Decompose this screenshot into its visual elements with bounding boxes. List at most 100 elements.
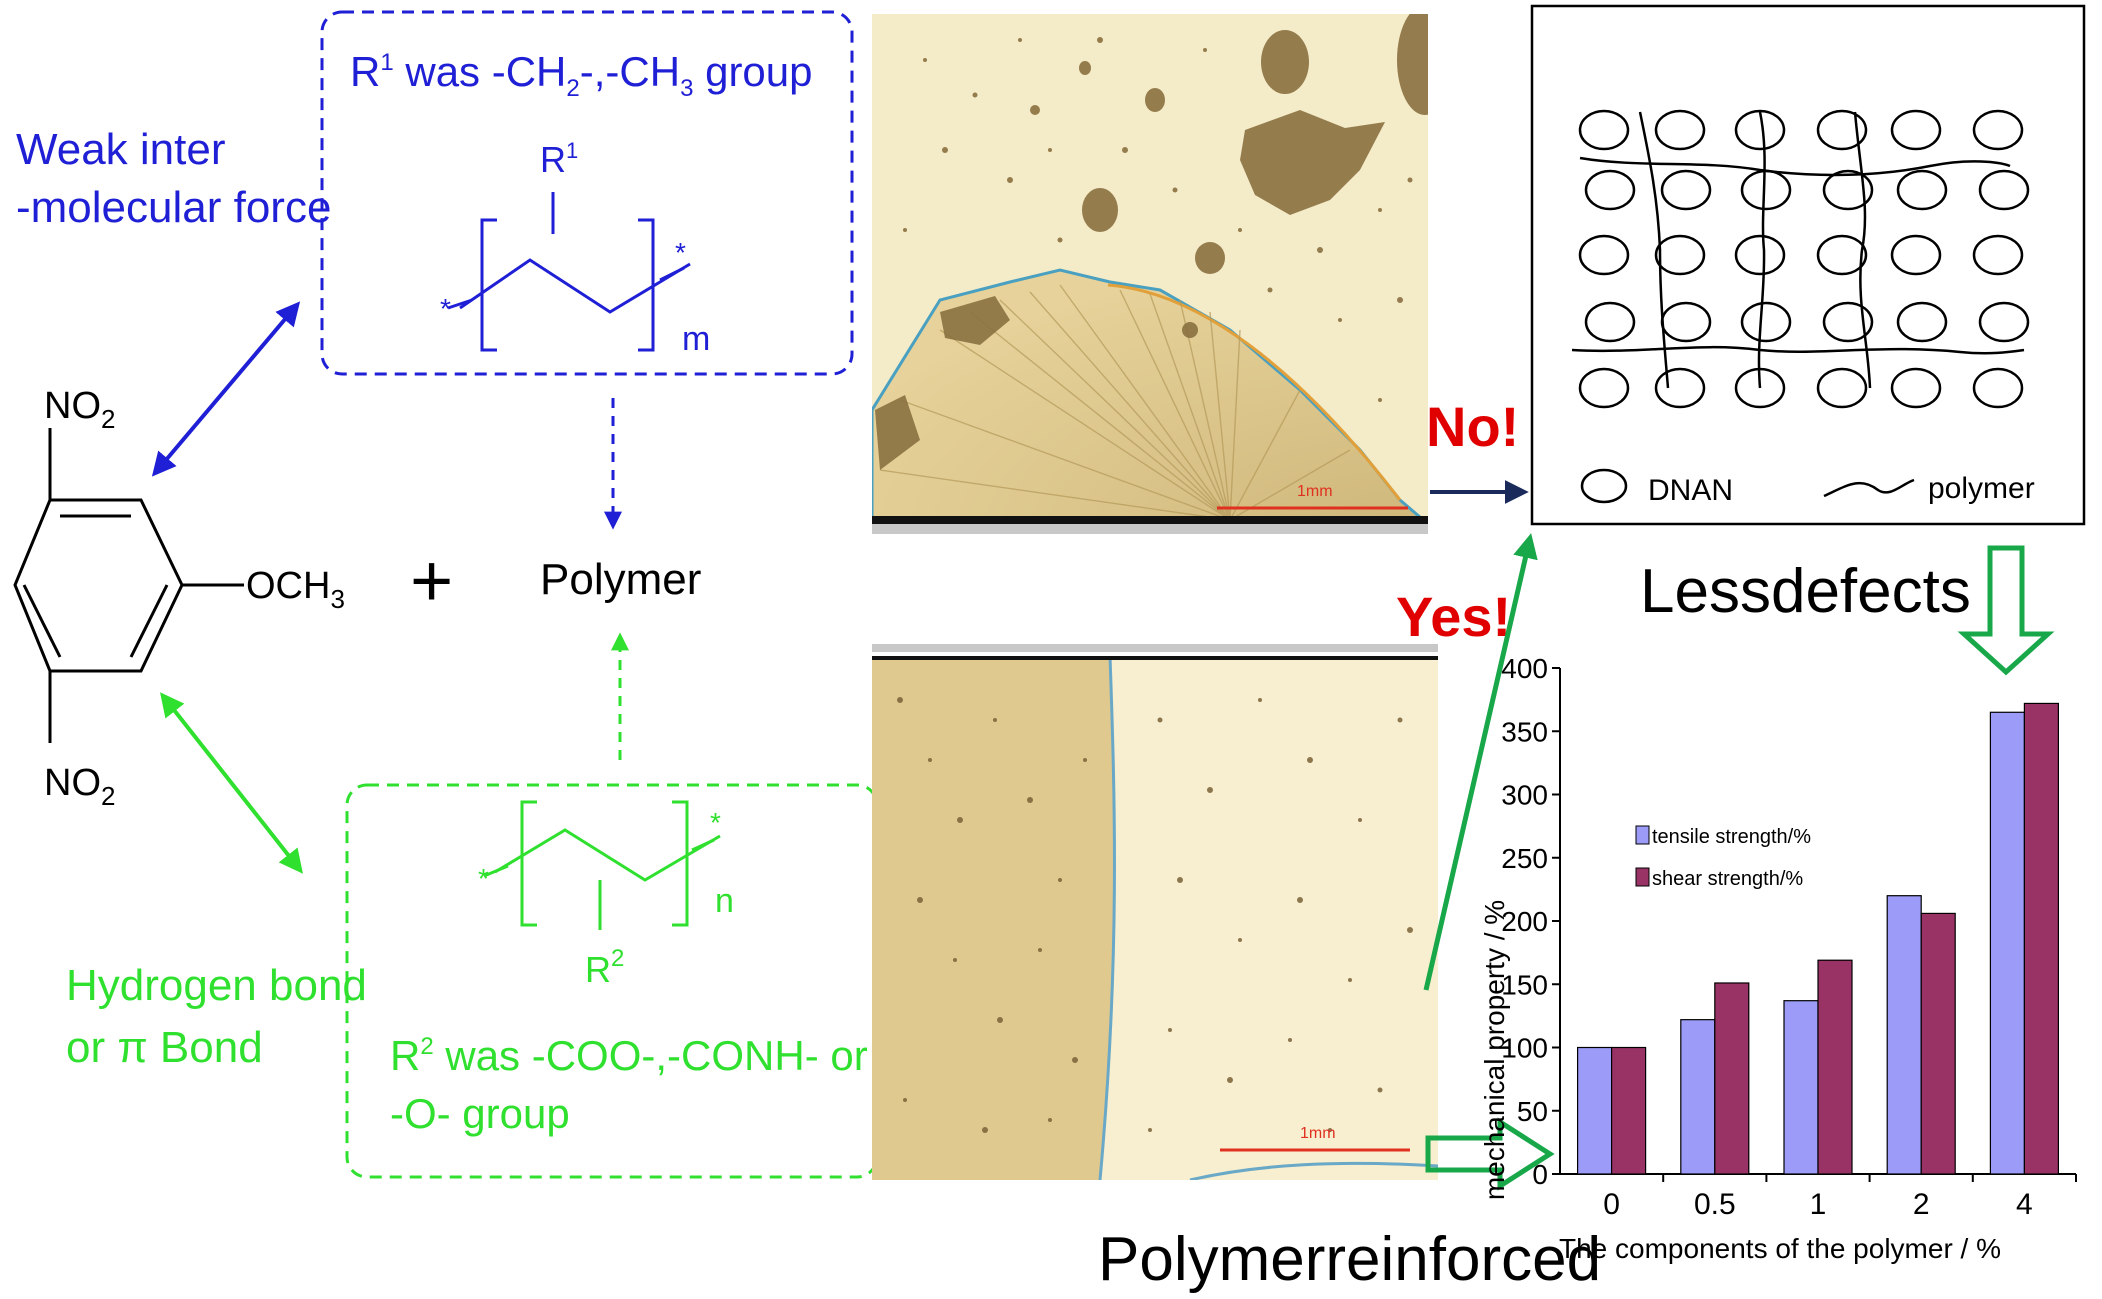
chart-x-tick-label: 1 [1810, 1188, 1827, 1221]
chart-bar-shear [1817, 959, 1853, 1175]
chart-bar-shear [2023, 702, 2060, 1175]
r2-label: R2 [585, 945, 624, 990]
dnan-molecule-circle [1816, 109, 1868, 151]
chart-bar-shear [1714, 982, 1750, 1175]
polymer-chains [1571, 111, 2025, 389]
mechanical-property-chart: 0 50 100 150 200 250 300 350 400 0 0.5 1 2 4 mechani… [1479, 653, 2077, 1264]
chart-bars [1576, 702, 2060, 1175]
no2-top-label: NO2 [44, 385, 115, 434]
dnan-molecule-circle [1584, 169, 1636, 211]
dnan-molecule-circle [1890, 234, 1942, 276]
yes-green-arrow [1423, 533, 1538, 991]
green-box-caption-1: R2 was -COO-,-CONH- or [390, 1032, 868, 1079]
dnan-polymer-schematic [1530, 4, 2086, 526]
chart-y-tick-label: 350 [1501, 716, 1548, 747]
chart-y-tick-label: 150 [1501, 969, 1548, 1000]
chart-y-tick-label: 50 [1517, 1096, 1548, 1127]
svg-text:-molecular force: -molecular force [16, 183, 331, 232]
svg-text:polymer: polymer [1928, 472, 2035, 505]
dnan-molecule-circle [1654, 109, 1706, 151]
n-subscript: n [715, 882, 734, 920]
chart-y-tick-label: 400 [1501, 653, 1548, 684]
svg-text:Weak inter: Weak inter [16, 125, 226, 174]
legend-swatch-tensile [1635, 825, 1650, 845]
dnan-molecule-circle [1822, 301, 1874, 343]
dnan-molecule-circle [1578, 367, 1630, 409]
chart-bar-tensile [1576, 1046, 1613, 1175]
hollow-arrow-bottom [1425, 1117, 1555, 1191]
chart-x-tick-label: 4 [2016, 1188, 2033, 1221]
blue-double-arrow [151, 301, 301, 477]
benzene-ring [13, 498, 184, 673]
star-right-blue: * [675, 237, 686, 268]
legend-label-tensile: tensile strength/% [1652, 826, 1811, 848]
chart-bar-tensile [1989, 711, 2026, 1175]
chart-bar-tensile [1886, 895, 1922, 1175]
svg-text:1mm: 1mm [1300, 1125, 1336, 1142]
dnan-molecule-circle [1578, 234, 1630, 276]
legend-swatch-shear [1635, 867, 1650, 887]
blue-box-caption: R1 was -CH2-,-CH3 group [350, 48, 813, 102]
och3-label: OCH3 [246, 565, 345, 614]
legend-dnan-circle [1580, 468, 1628, 504]
dnan-molecule [13, 428, 244, 743]
dnan-molecule-circle [1734, 234, 1786, 276]
chart-x-tick-label: 0.5 [1694, 1188, 1736, 1221]
micrograph-top: 1mm [872, 14, 1428, 524]
green-box-caption-2: -O- group [390, 1090, 570, 1137]
chart-y-axis-label: mechanical property / % [1479, 900, 1510, 1200]
yes-label: Yes! [1396, 585, 1511, 648]
star-left-blue: * [440, 293, 451, 324]
dnan-molecule-circle [1822, 169, 1874, 211]
svg-text:or π Bond: or π Bond [66, 1023, 263, 1072]
legend-label-shear: shear strength/% [1652, 868, 1803, 890]
less-defects-label: Lessdefects [1640, 557, 1971, 626]
chart-bar-shear [1610, 1046, 1647, 1175]
no-label: No! [1426, 395, 1519, 458]
polymer-structure-r2 [483, 800, 721, 930]
chart-x-tick-label: 2 [1913, 1188, 1930, 1221]
chart-bar-tensile [1783, 1000, 1819, 1175]
star-left-green: * [478, 863, 489, 894]
legend-polymer-line [1823, 478, 1915, 498]
blue-polymer-box [320, 10, 854, 376]
dnan-circle-grid [1578, 109, 2030, 409]
plus-sign: + [410, 539, 453, 622]
dnan-molecule-circle [1890, 367, 1942, 409]
hbond-label: Hydrogen bond or π Bond [66, 961, 367, 1072]
chart-legend: tensile strength/% shear strength/% [1635, 825, 1811, 890]
green-double-arrow [160, 692, 303, 874]
chart-x-tick-labels: 0 0.5 1 2 4 [1603, 1188, 2032, 1221]
chart-y-tick-label: 300 [1501, 780, 1548, 811]
dnan-molecule-circle [1896, 169, 1948, 211]
hollow-arrow-down [1957, 545, 2055, 676]
dnan-molecule-circle [1816, 367, 1868, 409]
star-right-green: * [710, 807, 721, 838]
no2-bottom-label: NO2 [44, 762, 115, 811]
svg-text:DNAN: DNAN [1648, 474, 1733, 507]
dnan-molecule-circle [1654, 234, 1706, 276]
chart-y-tick-labels: 0 50 100 150 200 250 300 350 400 [1501, 653, 1548, 1190]
chart-y-tick-label: 200 [1501, 906, 1548, 937]
dnan-molecule-circle [1978, 169, 2030, 211]
micrograph-bottom: 1mm [872, 656, 1438, 1180]
dnan-molecule-circle [1972, 234, 2024, 276]
chart-bar-tensile [1680, 1019, 1716, 1175]
dnan-molecule-circle [1734, 109, 1786, 151]
dnan-molecule-circle [1816, 234, 1868, 276]
polymer-structure-r1 [447, 192, 691, 352]
dnan-molecule-circle [1972, 109, 2024, 151]
schematic-legend: DNAN polymer [1580, 468, 2035, 507]
chart-x-axis-label: The components of the polymer / % [1559, 1233, 2001, 1264]
chart-y-tick-label: 250 [1501, 843, 1548, 874]
dnan-molecule-circle [1896, 301, 1948, 343]
dnan-molecule-circle [1972, 367, 2024, 409]
dnan-molecule-circle [1654, 367, 1706, 409]
chart-y-tick-label: 0 [1532, 1159, 1548, 1190]
chart-bar-shear [1920, 912, 1956, 1175]
svg-text:Hydrogen bond: Hydrogen bond [66, 961, 367, 1010]
dnan-molecule-circle [1890, 109, 1942, 151]
r1-label: R1 [540, 138, 578, 180]
polymer-reinforced-label: Polymerreinforced [1098, 1225, 1601, 1294]
